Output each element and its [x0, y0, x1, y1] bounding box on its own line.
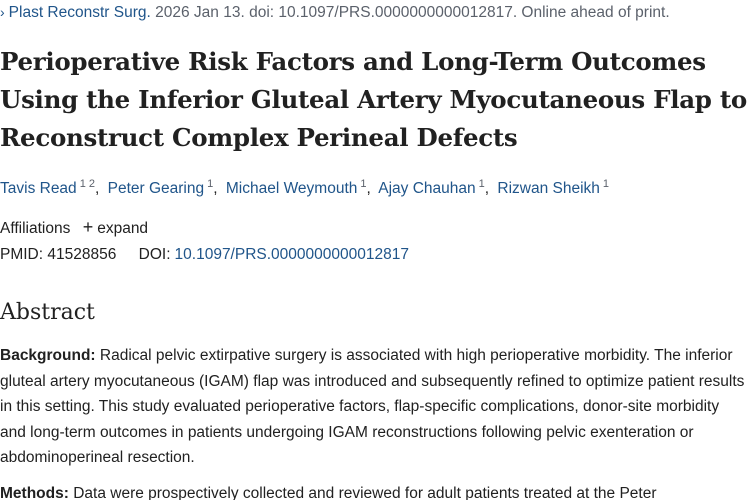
affiliations-expand-button[interactable]: + expand — [82, 217, 149, 237]
citation-line: › Plast Reconstr Surg. 2026 Jan 13. doi: … — [0, 4, 670, 22]
citation-details: 2026 Jan 13. doi: 10.1097/PRS.0000000000… — [155, 4, 670, 21]
pmid-label: PMID: — [0, 246, 44, 263]
affiliation-ref[interactable]: 1 — [478, 178, 485, 190]
affiliation-ref[interactable]: 1 — [207, 178, 214, 190]
article-title: Perioperative Risk Factors and Long-Term… — [0, 47, 747, 152]
identifiers-row: PMID: 41528856 DOI: 10.1097/PRS.000000000… — [0, 246, 409, 264]
abstract-background: Background: Radical pelvic extirpative s… — [0, 343, 748, 471]
affiliation-ref[interactable]: 1 — [360, 178, 367, 190]
background-label: Background: — [0, 347, 96, 364]
doi-link[interactable]: 10.1097/PRS.0000000000012817 — [174, 246, 409, 263]
abstract-methods: Methods: Data were prospectively collect… — [0, 481, 748, 500]
doi-label: DOI: — [138, 246, 171, 263]
author-link-peter-gearing[interactable]: Peter Gearing — [107, 180, 205, 198]
author-link-michael-weymouth[interactable]: Michael Weymouth — [225, 180, 358, 198]
affiliations-row: Affiliations + expand — [0, 217, 148, 238]
chevron-right-icon[interactable]: › — [0, 4, 5, 20]
expand-label: expand — [97, 220, 149, 237]
plus-icon: + — [82, 217, 94, 237]
affiliations-label: Affiliations — [0, 220, 71, 237]
affiliation-ref[interactable]: 1 2 — [79, 178, 95, 190]
methods-text: Data were prospectively collected and re… — [73, 485, 657, 500]
author-link-rizwan-sheikh[interactable]: Rizwan Sheikh — [497, 180, 600, 198]
background-text: Radical pelvic extirpative surgery is as… — [0, 347, 745, 466]
journal-link[interactable]: Plast Reconstr Surg. — [8, 4, 151, 21]
methods-label: Methods: — [0, 485, 69, 500]
author-link-tavis-read[interactable]: Tavis Read — [0, 180, 77, 198]
affiliation-ref[interactable]: 1 — [602, 178, 610, 190]
author-link-ajay-chauhan[interactable]: Ajay Chauhan — [378, 180, 476, 198]
abstract-heading: Abstract — [0, 300, 95, 325]
pmid-value: 41528856 — [47, 246, 117, 263]
author-list: Tavis Read 1 2, Peter Gearing 1, Michael W… — [0, 178, 610, 198]
